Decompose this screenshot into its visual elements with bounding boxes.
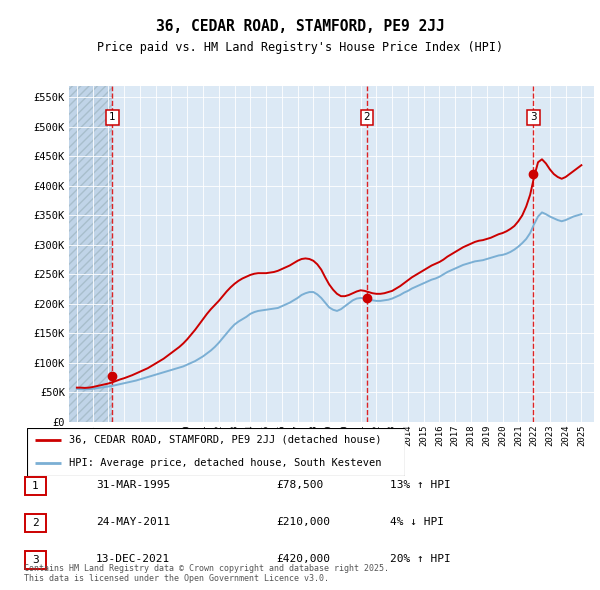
FancyBboxPatch shape bbox=[25, 514, 46, 532]
Text: 13% ↑ HPI: 13% ↑ HPI bbox=[390, 480, 451, 490]
Text: 4% ↓ HPI: 4% ↓ HPI bbox=[390, 517, 444, 527]
Text: Price paid vs. HM Land Registry's House Price Index (HPI): Price paid vs. HM Land Registry's House … bbox=[97, 41, 503, 54]
Text: £210,000: £210,000 bbox=[276, 517, 330, 527]
Text: 1: 1 bbox=[109, 113, 116, 123]
Text: Contains HM Land Registry data © Crown copyright and database right 2025.
This d: Contains HM Land Registry data © Crown c… bbox=[24, 563, 389, 583]
FancyBboxPatch shape bbox=[27, 428, 405, 476]
Text: 1: 1 bbox=[32, 481, 39, 490]
Text: 31-MAR-1995: 31-MAR-1995 bbox=[96, 480, 170, 490]
FancyBboxPatch shape bbox=[25, 551, 46, 569]
Text: £420,000: £420,000 bbox=[276, 555, 330, 564]
Text: £78,500: £78,500 bbox=[276, 480, 323, 490]
Text: 36, CEDAR ROAD, STAMFORD, PE9 2JJ: 36, CEDAR ROAD, STAMFORD, PE9 2JJ bbox=[155, 19, 445, 34]
Text: 20% ↑ HPI: 20% ↑ HPI bbox=[390, 555, 451, 564]
Text: 2: 2 bbox=[364, 113, 370, 123]
Text: 3: 3 bbox=[530, 113, 536, 123]
Text: HPI: Average price, detached house, South Kesteven: HPI: Average price, detached house, Sout… bbox=[68, 458, 381, 468]
FancyBboxPatch shape bbox=[25, 477, 46, 494]
Text: 2: 2 bbox=[32, 518, 39, 527]
Text: 24-MAY-2011: 24-MAY-2011 bbox=[96, 517, 170, 527]
Text: 13-DEC-2021: 13-DEC-2021 bbox=[96, 555, 170, 564]
Text: 3: 3 bbox=[32, 555, 39, 565]
Text: 36, CEDAR ROAD, STAMFORD, PE9 2JJ (detached house): 36, CEDAR ROAD, STAMFORD, PE9 2JJ (detac… bbox=[68, 435, 381, 445]
Bar bbox=[69, 86, 112, 422]
